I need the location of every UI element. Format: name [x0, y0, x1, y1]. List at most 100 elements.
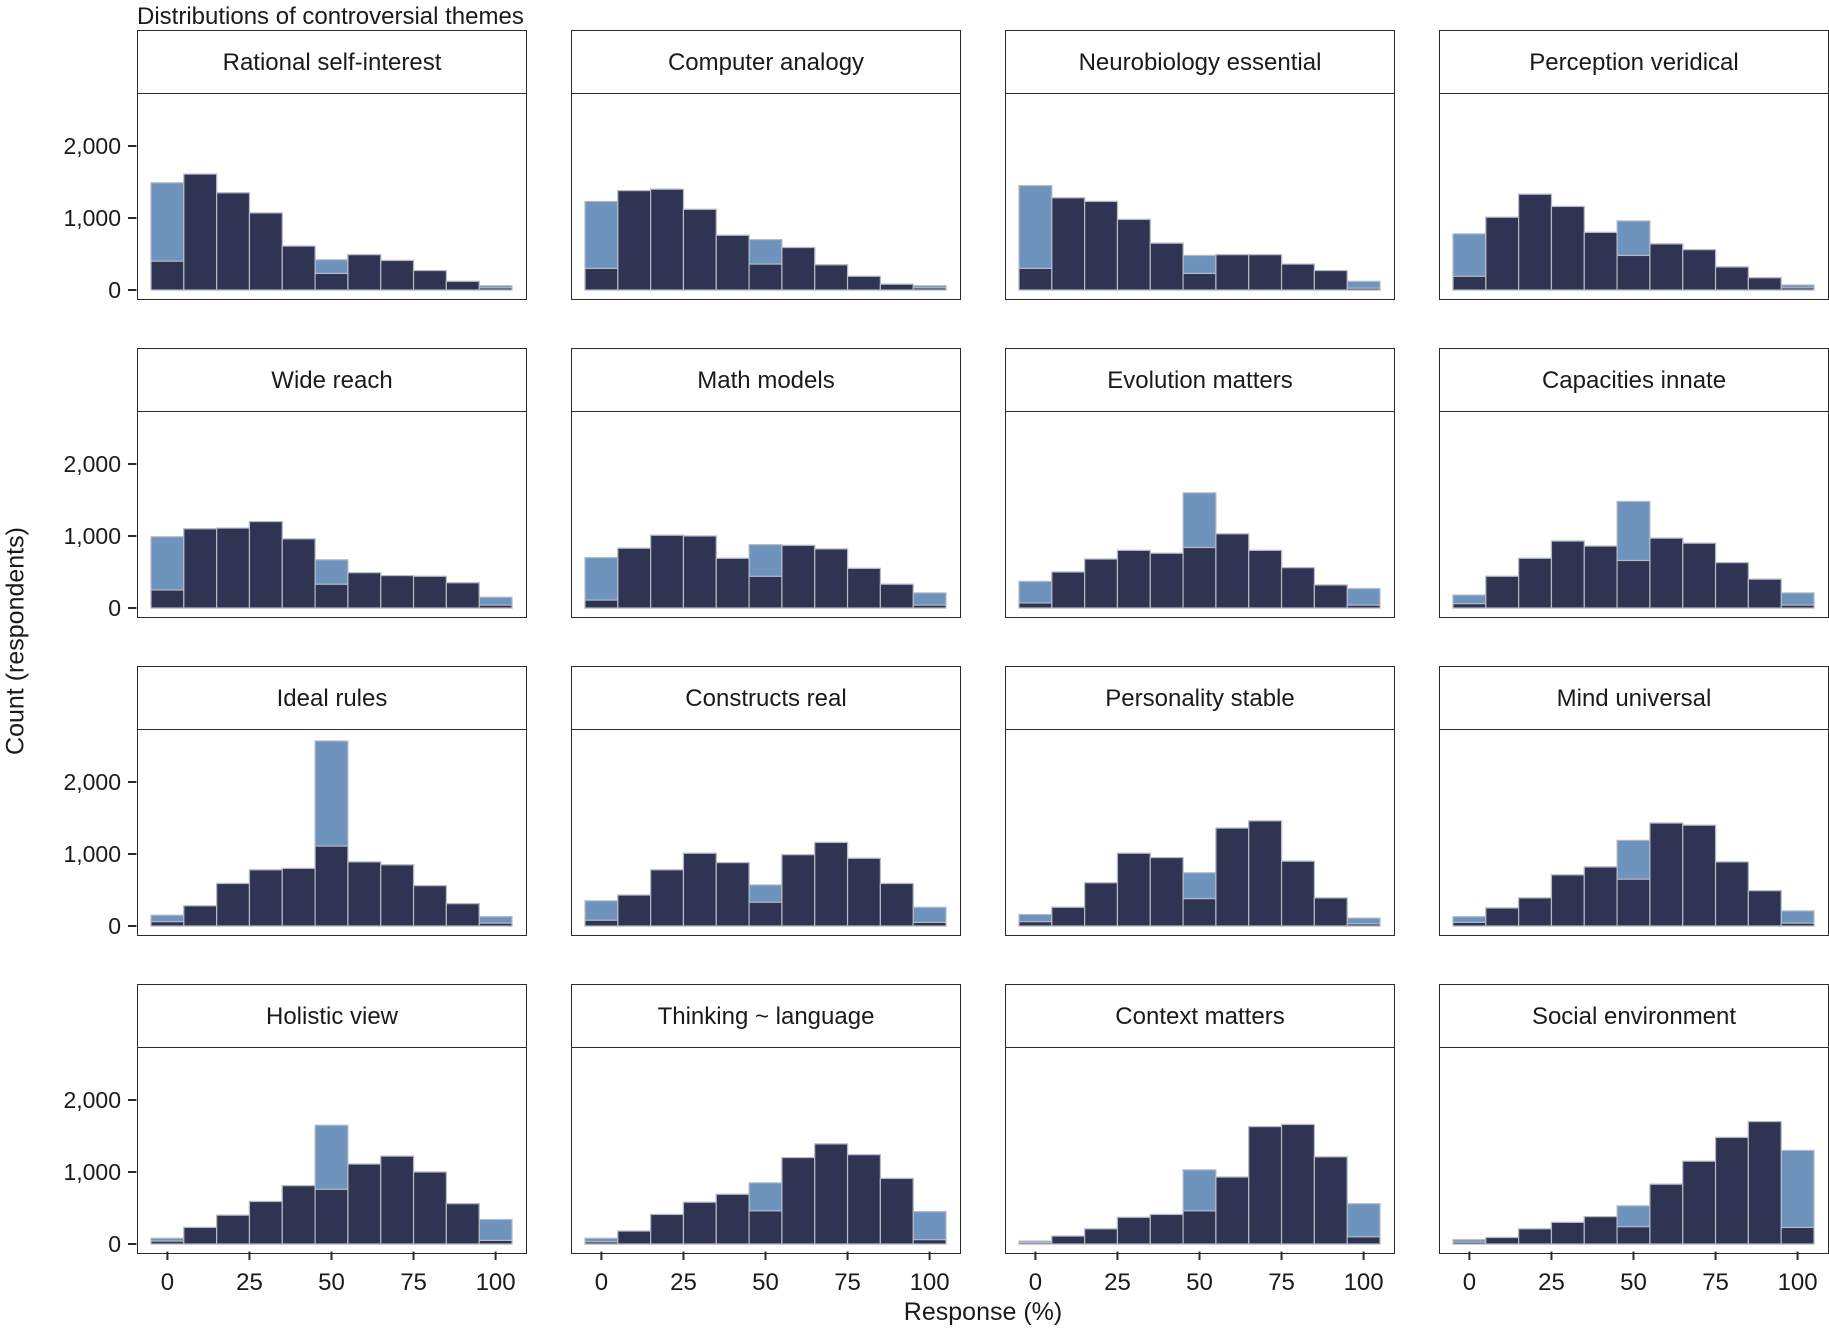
bar-dark-navy — [1084, 1228, 1119, 1246]
bar-dark-navy — [248, 869, 283, 928]
facet-title: Thinking ~ language — [657, 1002, 875, 1030]
bar-dark-navy — [1550, 206, 1585, 292]
facet-strip: Neurobiology essential — [1005, 30, 1395, 95]
bar-dark-navy — [183, 528, 218, 610]
bar-dark-navy — [1518, 897, 1553, 928]
x-tick-label: 0 — [1463, 1269, 1476, 1296]
bar-dark-navy — [1116, 219, 1151, 292]
bar-dark-navy — [1649, 243, 1684, 292]
bar-dark-navy — [1485, 1237, 1520, 1246]
bar-dark-navy — [150, 921, 185, 928]
bar-dark-navy — [150, 261, 185, 292]
x-tick-label: 50 — [752, 1269, 779, 1296]
bar-dark-navy — [248, 1201, 283, 1246]
bar-dark-navy — [584, 268, 619, 292]
y-tick-label: 0 — [108, 595, 121, 621]
bar-dark-navy — [478, 604, 513, 610]
bar-dark-navy — [617, 1230, 652, 1246]
bar-dark-navy — [347, 254, 382, 292]
bar-dark-navy — [1215, 1176, 1250, 1246]
bar-dark-navy — [1649, 1184, 1684, 1246]
bar-dark-navy — [1084, 201, 1119, 292]
facet-plot-area — [571, 93, 961, 300]
bar-dark-navy — [650, 189, 685, 292]
bar-dark-navy — [879, 1178, 914, 1246]
bar-dark-navy — [1313, 1156, 1348, 1246]
bar-dark-navy — [347, 572, 382, 610]
bar-dark-navy — [1518, 194, 1553, 292]
facet-capacities-innate: Capacities innate — [1439, 348, 1829, 618]
bar-dark-navy — [1051, 907, 1086, 928]
bar-dark-navy — [912, 604, 947, 610]
x-tick-label: 25 — [670, 1269, 697, 1296]
bar-dark-navy — [281, 538, 316, 610]
histogram-svg: 0 1,000 2,000 — [63, 740, 513, 939]
bar-dark-navy — [216, 192, 251, 292]
y-tick-label: 1,000 — [63, 841, 121, 867]
bar-dark-navy — [1616, 1226, 1651, 1246]
bar-dark-navy — [584, 920, 619, 928]
facet-rational-self-interest: Rational self-interest 0 1,000 2,000 — [63, 30, 527, 303]
bar-dark-navy — [1051, 571, 1086, 610]
bar-dark-navy — [1346, 1236, 1381, 1246]
y-tick-label: 2,000 — [63, 451, 121, 477]
facet-strip: Math models — [571, 348, 961, 413]
facet-plot-area: 0 1,000 2,000 — [63, 93, 527, 303]
facet-plot-area — [1005, 93, 1395, 300]
bar-dark-navy — [650, 535, 685, 610]
histogram-svg — [1018, 492, 1381, 610]
bar-dark-navy — [1714, 562, 1749, 610]
bar-dark-navy — [380, 260, 415, 292]
facet-strip: Mind universal — [1439, 666, 1829, 731]
facet-wide-reach: Wide reach 0 1,000 2,000 — [63, 348, 527, 621]
facet-strip: Thinking ~ language — [571, 984, 961, 1049]
y-tick-label: 2,000 — [63, 133, 121, 159]
facet-grid: Rational self-interest 0 1,000 2,000 Compute… — [63, 30, 1829, 1296]
x-tick-label: 50 — [318, 1269, 345, 1296]
bar-dark-navy — [1346, 288, 1381, 292]
facet-plot-area: 0 1,000 2,000 — [63, 411, 527, 621]
facet-plot-area — [1005, 729, 1395, 936]
bar-dark-navy — [1215, 827, 1250, 928]
facet-strip: Social environment — [1439, 984, 1829, 1049]
bar-dark-navy — [1780, 604, 1815, 610]
bar-dark-navy — [1747, 579, 1782, 610]
x-tick-label: 25 — [1104, 1269, 1131, 1296]
bar-dark-navy — [314, 273, 349, 292]
x-tick-label: 0 — [595, 1269, 608, 1296]
x-tick-label: 50 — [1620, 1269, 1647, 1296]
facet-title: Mind universal — [1556, 684, 1712, 712]
bar-dark-navy — [1116, 550, 1151, 610]
bar-dark-navy — [281, 245, 316, 292]
bar-dark-navy — [781, 545, 816, 610]
bar-dark-navy — [1248, 550, 1283, 610]
bar-dark-navy — [715, 235, 750, 292]
facet-title: Holistic view — [265, 1002, 399, 1030]
bar-dark-navy — [1682, 1161, 1717, 1246]
bar-dark-navy — [1780, 1227, 1815, 1246]
bar-dark-navy — [1346, 923, 1381, 928]
x-axis-label: Response (%) — [903, 1298, 1063, 1326]
bar-dark-navy — [912, 1239, 947, 1246]
bar-dark-navy — [1018, 602, 1053, 610]
bar-dark-navy — [150, 1240, 185, 1246]
facet-strip: Perception veridical — [1439, 30, 1829, 95]
facet-title: Constructs real — [685, 684, 847, 712]
facet-neurobiology-essential: Neurobiology essential — [1005, 30, 1395, 300]
bar-dark-navy — [1182, 898, 1217, 928]
bar-dark-navy — [1182, 1210, 1217, 1246]
histogram-svg — [1452, 501, 1815, 610]
y-tick-label: 0 — [108, 1231, 121, 1257]
bar-dark-navy — [183, 1227, 218, 1246]
facet-title: Perception veridical — [1529, 48, 1739, 76]
histogram-svg — [584, 842, 947, 928]
facet-perception-veridical: Perception veridical — [1439, 30, 1829, 300]
bar-dark-navy — [1747, 890, 1782, 928]
bar-dark-navy — [1149, 857, 1184, 928]
bar-dark-navy — [617, 894, 652, 928]
bar-dark-navy — [781, 854, 816, 928]
bar-dark-navy — [183, 905, 218, 928]
x-tick-label: 100 — [1778, 1269, 1818, 1296]
facet-ideal-rules: Ideal rules 0 1,000 2,000 — [63, 666, 527, 939]
bar-dark-navy — [248, 521, 283, 610]
